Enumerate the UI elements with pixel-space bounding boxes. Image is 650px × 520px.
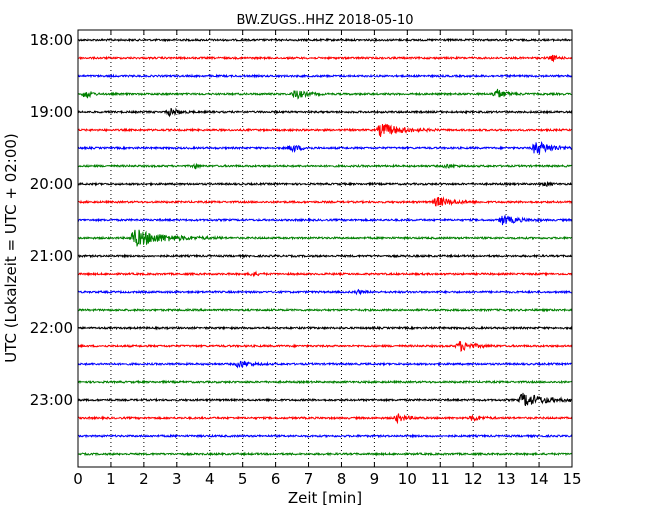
trace-2045 [77,229,573,247]
x-tick-label: 15 [562,470,581,488]
trace-2300 [77,392,573,407]
trace-2130 [77,288,573,296]
trace-2015 [77,196,573,207]
x-tick-label: 14 [530,470,549,488]
x-tick-label: 7 [304,470,314,488]
trace-1845 [77,88,573,100]
x-tick-label: 6 [271,470,281,488]
trace-1915 [77,123,573,138]
x-axis-label: Zeit [min] [288,489,362,507]
trace-1830 [77,73,573,79]
y-tick-label: 19:00 [30,103,73,121]
x-tick-label: 0 [73,470,83,488]
trace-2315 [77,413,573,425]
vertical-grid [110,30,540,467]
trace-2000 [77,180,573,187]
x-tick-label: 5 [238,470,248,488]
plot-frame [77,29,573,468]
y-tick-label: 22:00 [30,319,73,337]
axis-ticks [77,30,573,467]
trace-2100 [77,253,573,259]
y-axis-label: UTC (Lokalzeit = UTC + 02:00) [2,133,20,363]
trace-1815 [77,54,573,63]
y-tick-label: 20:00 [30,175,73,193]
seismogram-traces [77,37,573,457]
x-tick-label: 3 [172,470,182,488]
x-tick-label: 1 [106,470,116,488]
x-tick-label: 9 [370,470,380,488]
trace-2200 [77,325,573,331]
trace-2245 [77,379,573,385]
y-tick-labels: 18:00 19:00 20:00 21:00 22:00 23:00 [30,31,73,409]
trace-2330 [77,433,573,439]
chart-title: BW.ZUGS..HHZ 2018-05-10 [236,13,413,28]
trace-2230 [77,360,573,369]
trace-2030 [77,214,573,226]
y-tick-label: 21:00 [30,247,73,265]
trace-2115 [77,270,573,278]
x-tick-labels: 0 1 2 3 4 5 6 7 8 9 10 11 12 13 14 15 [73,470,581,488]
trace-1900 [77,107,573,118]
x-tick-label: 12 [464,470,483,488]
trace-2215 [77,341,573,352]
trace-1800 [77,37,573,43]
x-tick-label: 13 [497,470,516,488]
trace-2145 [77,307,573,313]
x-tick-label: 11 [431,470,450,488]
y-tick-label: 23:00 [30,391,73,409]
trace-2345 [77,451,573,457]
trace-1930 [77,140,573,154]
x-tick-label: 8 [337,470,347,488]
x-tick-label: 2 [139,470,149,488]
y-tick-label: 18:00 [30,31,73,49]
x-tick-label: 4 [205,470,215,488]
x-tick-label: 10 [398,470,417,488]
trace-1945 [77,162,573,170]
